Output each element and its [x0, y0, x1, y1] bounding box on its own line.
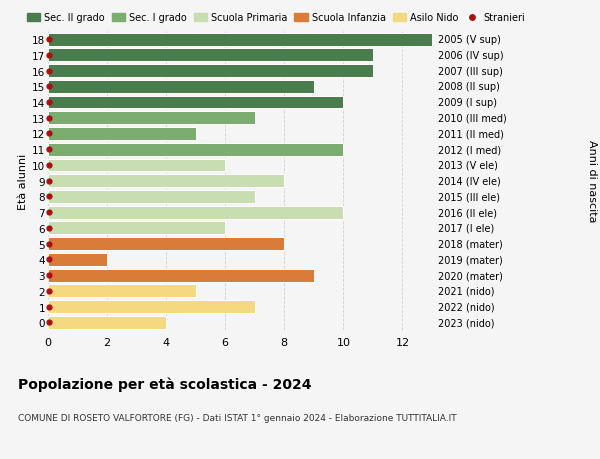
- Bar: [48, 175, 284, 188]
- Bar: [48, 269, 314, 282]
- Text: COMUNE DI ROSETO VALFORTORE (FG) - Dati ISTAT 1° gennaio 2024 - Elaborazione TUT: COMUNE DI ROSETO VALFORTORE (FG) - Dati …: [18, 413, 457, 422]
- Text: 2009 (I sup): 2009 (I sup): [438, 98, 497, 108]
- Text: 2012 (I med): 2012 (I med): [438, 145, 501, 155]
- Bar: [48, 190, 255, 203]
- Text: 2005 (V sup): 2005 (V sup): [438, 35, 501, 45]
- Bar: [48, 49, 373, 62]
- Text: 2011 (II med): 2011 (II med): [438, 129, 504, 139]
- Bar: [48, 238, 284, 251]
- Text: Popolazione per età scolastica - 2024: Popolazione per età scolastica - 2024: [18, 376, 311, 391]
- Text: Anni di nascita: Anni di nascita: [587, 140, 597, 223]
- Bar: [48, 253, 107, 266]
- Text: 2018 (mater): 2018 (mater): [438, 239, 503, 249]
- Text: 2023 (nido): 2023 (nido): [438, 318, 494, 328]
- Bar: [48, 112, 255, 125]
- Text: 2007 (III sup): 2007 (III sup): [438, 67, 503, 76]
- Text: 2021 (nido): 2021 (nido): [438, 286, 494, 296]
- Legend: Sec. II grado, Sec. I grado, Scuola Primaria, Scuola Infanzia, Asilo Nido, Stran: Sec. II grado, Sec. I grado, Scuola Prim…: [23, 10, 529, 27]
- Text: 2008 (II sup): 2008 (II sup): [438, 82, 500, 92]
- Text: 2013 (V ele): 2013 (V ele): [438, 161, 498, 171]
- Text: 2020 (mater): 2020 (mater): [438, 270, 503, 280]
- Text: 2022 (nido): 2022 (nido): [438, 302, 494, 312]
- Text: 2010 (III med): 2010 (III med): [438, 113, 507, 123]
- Bar: [48, 159, 225, 172]
- Bar: [48, 65, 373, 78]
- Text: 2006 (IV sup): 2006 (IV sup): [438, 50, 503, 61]
- Bar: [48, 222, 225, 235]
- Y-axis label: Età alunni: Età alunni: [18, 153, 28, 209]
- Text: 2017 (I ele): 2017 (I ele): [438, 224, 494, 234]
- Text: 2015 (III ele): 2015 (III ele): [438, 192, 500, 202]
- Bar: [48, 128, 196, 140]
- Bar: [48, 206, 343, 219]
- Bar: [48, 96, 343, 109]
- Bar: [48, 34, 432, 46]
- Text: 2014 (IV ele): 2014 (IV ele): [438, 176, 501, 186]
- Bar: [48, 301, 255, 313]
- Bar: [48, 81, 314, 94]
- Text: 2016 (II ele): 2016 (II ele): [438, 208, 497, 218]
- Bar: [48, 316, 166, 329]
- Text: 2019 (mater): 2019 (mater): [438, 255, 503, 265]
- Bar: [48, 285, 196, 297]
- Bar: [48, 144, 343, 157]
